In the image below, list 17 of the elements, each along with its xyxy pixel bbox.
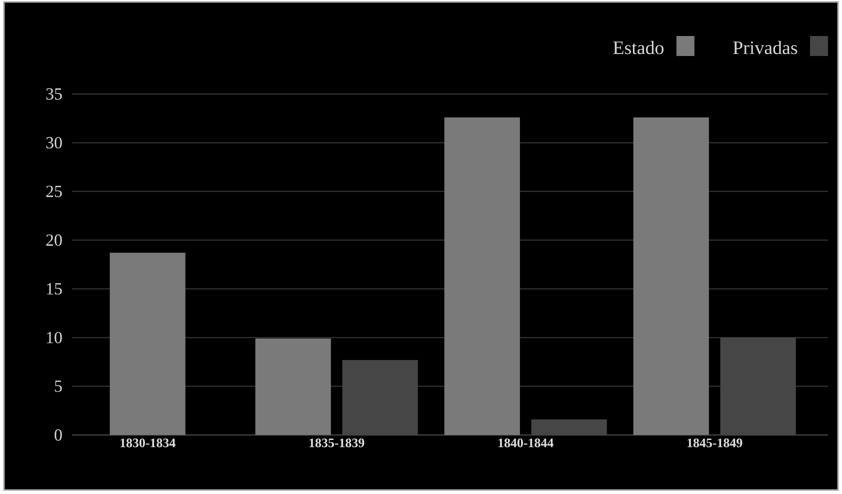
y-tick-label: 30 bbox=[46, 136, 62, 148]
x-tick-label: 1830-1834 bbox=[120, 438, 176, 448]
bar bbox=[633, 117, 709, 435]
y-tick-label: 15 bbox=[47, 283, 62, 295]
y-tick-label: 25 bbox=[46, 186, 62, 198]
y-tick-label: 10 bbox=[47, 332, 62, 344]
y-tick-label: 20 bbox=[46, 234, 62, 246]
legend-label: Estado bbox=[613, 40, 664, 54]
x-tick-label: 1845-1849 bbox=[688, 438, 742, 448]
x-tick-label: 1835-1839 bbox=[310, 438, 364, 448]
y-tick-label: 0 bbox=[54, 429, 62, 441]
bar bbox=[444, 117, 520, 435]
y-tick-label: 5 bbox=[54, 380, 62, 392]
bar bbox=[255, 338, 331, 435]
legend-label: Privadas bbox=[733, 40, 798, 54]
y-tick-label: 35 bbox=[46, 88, 62, 100]
x-tick-label: 1840-1844 bbox=[498, 438, 554, 448]
